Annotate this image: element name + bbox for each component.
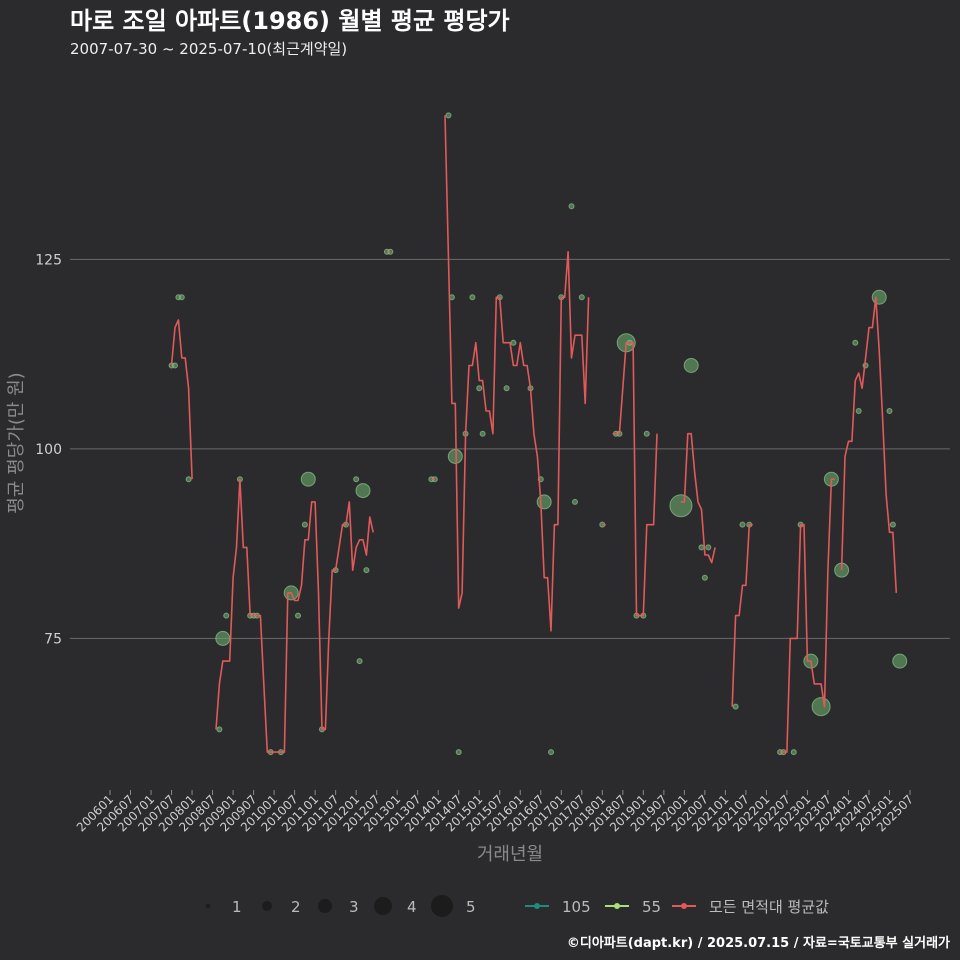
legend-series-label: 105 xyxy=(562,898,591,916)
y-tick-label: 100 xyxy=(35,442,62,458)
caption: ©디아파트(dapt.kr) / 2025.07.15 / 자료=국토교통부 실… xyxy=(567,935,950,951)
legend-series-label: 모든 면적대 평균값 xyxy=(709,898,829,916)
data-point xyxy=(295,612,302,619)
data-point xyxy=(301,521,308,528)
data-point xyxy=(790,749,797,756)
data-point xyxy=(536,494,552,510)
legend-size-label: 4 xyxy=(407,898,417,916)
average-line-segment xyxy=(840,296,898,593)
legend-series-dot xyxy=(681,903,687,909)
data-point xyxy=(701,574,708,581)
x-axis-title: 거래년월 xyxy=(477,844,543,865)
average-line-segment xyxy=(780,478,835,753)
average-line-segment xyxy=(215,478,374,753)
data-point xyxy=(445,112,452,119)
data-point xyxy=(447,448,463,464)
data-point xyxy=(503,385,510,392)
data-point xyxy=(683,357,699,373)
data-point xyxy=(571,498,578,505)
data-point xyxy=(548,749,555,756)
data-point xyxy=(476,385,483,392)
y-axis-title: 평균 평당가(만 원) xyxy=(6,372,27,513)
data-point xyxy=(852,339,859,346)
data-point xyxy=(643,430,650,437)
data-point xyxy=(886,407,893,414)
legend-series-dot xyxy=(534,903,540,909)
data-point xyxy=(669,494,693,518)
data-point xyxy=(455,749,462,756)
legend-series-label: 55 xyxy=(642,898,661,916)
legend-size-key xyxy=(206,904,210,908)
data-point xyxy=(871,289,887,305)
data-point xyxy=(855,407,862,414)
data-point xyxy=(568,203,575,210)
data-point xyxy=(216,726,223,733)
average-line-segment xyxy=(444,115,590,632)
legend-size-key xyxy=(431,895,453,917)
data-point xyxy=(353,476,360,483)
legend-size-key xyxy=(318,899,332,913)
average-line-segment xyxy=(170,319,193,480)
data-point xyxy=(178,294,185,301)
legend-size-label: 1 xyxy=(232,898,242,916)
data-point xyxy=(811,697,831,717)
chart-title: 마로 조일 아파트(1986) 월별 평균 평당가 xyxy=(70,7,510,35)
chart-subtitle: 2007-07-30 ~ 2025-07-10(최근계약일) xyxy=(70,40,347,58)
legend: 1 2 3 4 5 105 55 모든 면적대 평균값 xyxy=(206,895,829,917)
data-point xyxy=(739,521,746,528)
data-point xyxy=(889,521,896,528)
data-point xyxy=(479,430,486,437)
data-point xyxy=(171,362,178,369)
data-point xyxy=(215,630,231,646)
legend-series-dot xyxy=(614,903,620,909)
y-tick-label: 75 xyxy=(44,631,62,647)
data-point xyxy=(892,653,908,669)
data-point xyxy=(578,294,585,301)
average-line-segment xyxy=(680,432,716,564)
data-point xyxy=(698,544,705,551)
average-line-segment xyxy=(612,341,658,617)
data-point xyxy=(300,471,316,487)
data-point xyxy=(223,612,230,619)
data-point xyxy=(363,567,370,574)
legend-size-key xyxy=(262,901,272,911)
data-point xyxy=(510,339,517,346)
data-point xyxy=(705,544,712,551)
legend-size-label: 5 xyxy=(466,898,476,916)
data-point xyxy=(355,483,371,499)
data-point xyxy=(356,658,363,665)
average-line-segment xyxy=(731,523,753,707)
legend-size-key xyxy=(374,897,392,915)
y-tick-label: 125 xyxy=(35,252,62,268)
line-series-average xyxy=(170,115,898,753)
y-axis-ticks: 75 100 125 xyxy=(35,252,62,647)
legend-size-label: 3 xyxy=(349,898,359,916)
legend-size-label: 2 xyxy=(291,898,301,916)
data-point xyxy=(732,703,739,710)
data-point xyxy=(469,294,476,301)
data-point xyxy=(185,476,192,483)
